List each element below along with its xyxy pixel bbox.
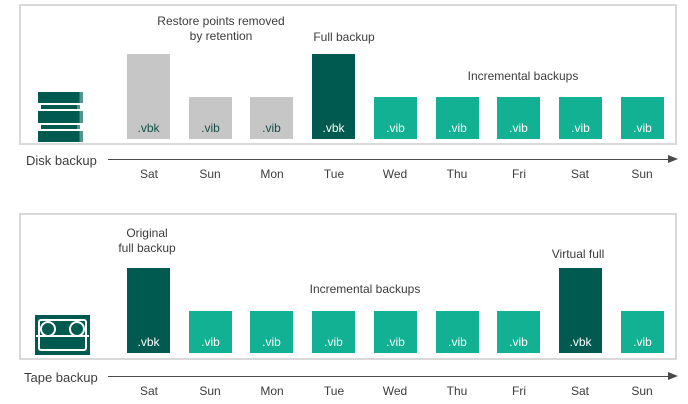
- disk-axis-label: Disk backup: [26, 153, 97, 168]
- day-label-fri-6: Fri: [512, 384, 526, 398]
- disk-stripe: [41, 105, 80, 109]
- disk-stripe: [38, 111, 83, 123]
- day-label-tue-3: Tue: [323, 167, 345, 181]
- file-extension-label: .vib: [201, 335, 220, 349]
- tape-cassette-icon: [35, 315, 90, 355]
- backup-bar-vbk-sat: .vbk: [559, 268, 602, 353]
- day-label-sat-0: Sat: [139, 384, 159, 398]
- annotation-virtual-full: Virtual full: [551, 247, 605, 261]
- backup-bar-vib-mon: .vib: [250, 311, 293, 353]
- file-extension-label: .vib: [509, 121, 528, 135]
- backup-bar-vib-sun: .vib: [621, 311, 664, 353]
- file-extension-label: .vib: [448, 121, 467, 135]
- disk-storage-icon: [38, 92, 83, 142]
- disk-day-labels: Sat Sun Mon Tue Wed Thu Fri Sat Sun: [0, 167, 688, 183]
- disk-stripe: [41, 125, 80, 129]
- file-extension-label: .vib: [386, 335, 405, 349]
- day-label-sun-1: Sun: [199, 167, 221, 181]
- file-extension-label: .vbk: [137, 335, 160, 349]
- backup-bar-vib-sun: .vib: [189, 97, 232, 139]
- day-label-wed-4: Wed: [382, 167, 408, 181]
- file-extension-label: .vib: [324, 335, 343, 349]
- annotation-original-full-backup: Original full backup: [118, 226, 176, 255]
- file-extension-label: .vbk: [569, 335, 592, 349]
- backup-bar-vib-mon: .vib: [250, 97, 293, 139]
- day-label-fri-6: Fri: [512, 167, 526, 181]
- backup-bar-vib-thu: .vib: [436, 311, 479, 353]
- disk-stripe: [38, 131, 83, 142]
- tape-line: [36, 335, 89, 337]
- backup-bar-vib-thu: .vib: [436, 97, 479, 139]
- day-label-mon-2: Mon: [260, 167, 284, 181]
- annotation-incremental-backups-disk: Incremental backups: [467, 69, 579, 83]
- annotation-incremental-backups-tape: Incremental backups: [309, 282, 421, 296]
- day-label-sat-0: Sat: [139, 167, 159, 181]
- axis-arrow-icon: [668, 372, 678, 380]
- tape-backup-panel: Original full backup Incremental backups…: [19, 213, 677, 360]
- backup-bar-vib-sun: .vib: [621, 97, 664, 139]
- day-label-tue-3: Tue: [323, 384, 345, 398]
- file-extension-label: .vbk: [322, 121, 345, 135]
- backup-bar-vib-sun: .vib: [189, 311, 232, 353]
- file-extension-label: .vib: [633, 121, 652, 135]
- backup-bar-vib-fri: .vib: [497, 97, 540, 139]
- disk-timeline-axis: [108, 155, 678, 163]
- tape-timeline-axis: [108, 372, 678, 380]
- file-extension-label: .vib: [262, 121, 281, 135]
- file-extension-label: .vib: [571, 121, 590, 135]
- file-extension-label: .vib: [448, 335, 467, 349]
- annotation-full-backup: Full backup: [313, 30, 375, 44]
- file-extension-label: .vbk: [137, 121, 160, 135]
- tape-day-labels: Sat Sun Mon Tue Wed Thu Fri Sat Sun: [0, 384, 688, 400]
- backup-bar-vib-fri: .vib: [497, 311, 540, 353]
- disk-backup-panel: Restore points removed by retention Full…: [19, 4, 677, 145]
- file-extension-label: .vib: [386, 121, 405, 135]
- day-label-thu-5: Thu: [446, 384, 468, 398]
- tape-backup-bars: .vbk .vib .vib .vib .vib .vib .vib .vbk .vib: [21, 215, 675, 358]
- backup-bar-vib-wed: .vib: [374, 311, 417, 353]
- day-label-thu-5: Thu: [446, 167, 468, 181]
- day-label-sat-7: Sat: [570, 167, 590, 181]
- backup-bar-vbk-sat: .vbk: [127, 268, 170, 353]
- day-label-sat-7: Sat: [570, 384, 590, 398]
- disk-backup-bars: .vbk .vib .vib .vbk .vib .vib .vib .vib .vib: [21, 6, 675, 143]
- backup-bar-vib-wed: .vib: [374, 97, 417, 139]
- backup-bar-vbk-sat: .vbk: [127, 54, 170, 139]
- backup-bar-vib-tue: .vib: [312, 311, 355, 353]
- axis-arrow-icon: [668, 155, 678, 163]
- tape-axis-label: Tape backup: [24, 370, 98, 385]
- disk-stripe: [38, 92, 83, 103]
- day-label-sun-1: Sun: [199, 384, 221, 398]
- day-label-mon-2: Mon: [260, 384, 284, 398]
- day-label-wed-4: Wed: [382, 384, 408, 398]
- annotation-restore-points-removed: Restore points removed by retention: [157, 14, 285, 43]
- backup-bar-vib-sat: .vib: [559, 97, 602, 139]
- file-extension-label: .vib: [509, 335, 528, 349]
- day-label-sun-8: Sun: [631, 167, 653, 181]
- file-extension-label: .vib: [201, 121, 220, 135]
- backup-bar-vbk-tue: .vbk: [312, 54, 355, 139]
- file-extension-label: .vib: [633, 335, 652, 349]
- file-extension-label: .vib: [262, 335, 281, 349]
- day-label-sun-8: Sun: [631, 384, 653, 398]
